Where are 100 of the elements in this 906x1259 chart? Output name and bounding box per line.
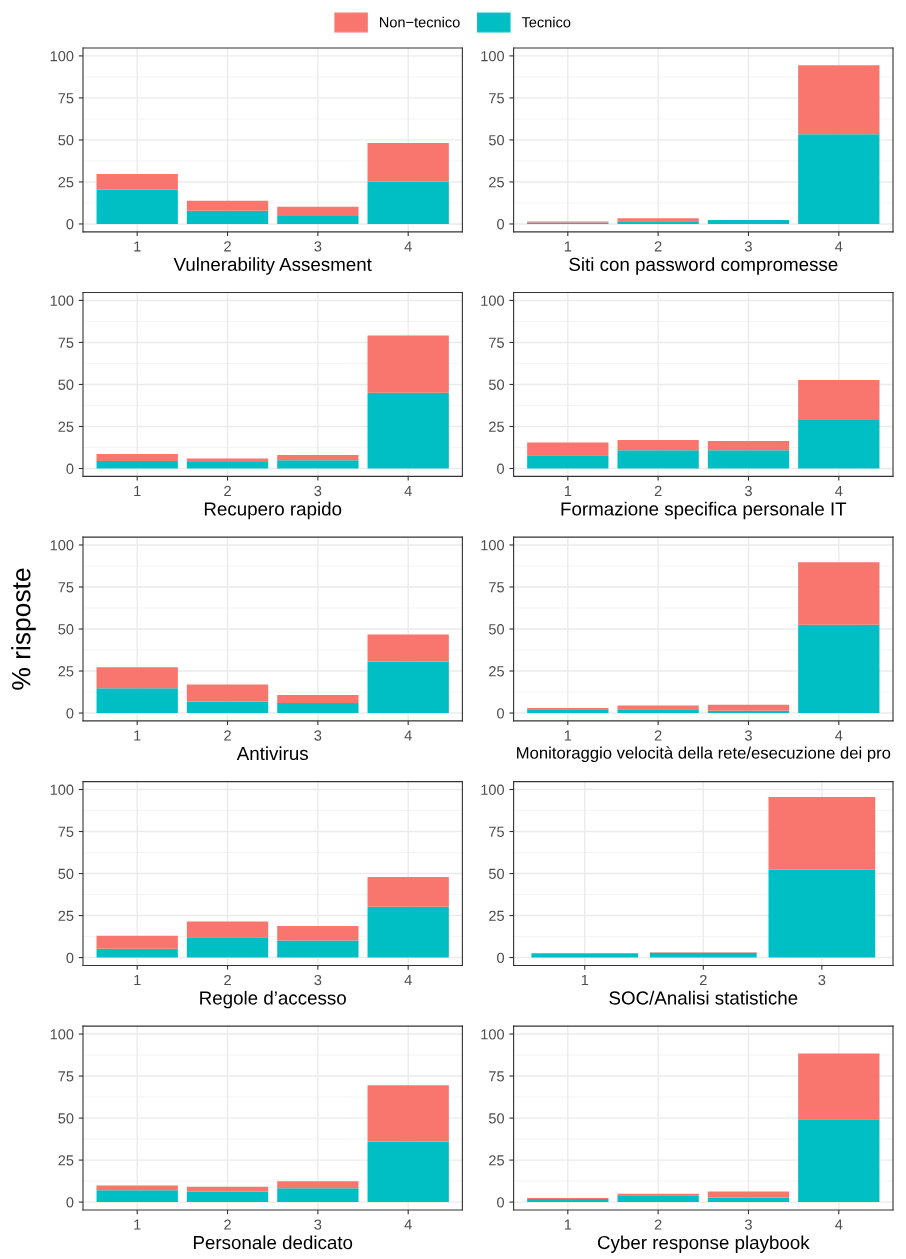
x-tick-label: 1 (564, 485, 572, 496)
x-tick-label: 4 (835, 485, 843, 496)
y-axis-title: % risposte (11, 568, 36, 690)
x-tick-label: 1 (564, 241, 572, 252)
x-axis-title: Antivirus (236, 746, 308, 761)
y-tick-label: 50 (488, 379, 505, 390)
x-tick-label: 2 (224, 730, 231, 741)
y-tick-label: 25 (58, 1155, 74, 1166)
x-tick-label: 4 (835, 1219, 843, 1230)
y-tick-label: 50 (58, 135, 74, 146)
x-tick-label: 2 (224, 241, 231, 252)
x-axis-title: Personale dedicato (193, 1235, 353, 1250)
x-axis-title: Siti con password compromesse (569, 257, 838, 275)
x-tick-label: 4 (404, 241, 412, 252)
y-tick-label: 100 (50, 51, 74, 62)
x-tick-label: 1 (581, 975, 589, 986)
x-axis-title: Vulnerability Assesment (173, 257, 372, 275)
y-tick-label: 50 (488, 868, 505, 879)
y-tick-label: 50 (58, 624, 74, 635)
x-tick-label: 2 (654, 241, 662, 252)
y-tick-label: 100 (50, 784, 74, 795)
x-tick-label: 3 (314, 974, 322, 986)
x-tick-label: 3 (314, 730, 322, 741)
y-tick-label: 50 (488, 1113, 505, 1124)
y-tick-label: 100 (50, 540, 74, 551)
y-tick-label: 75 (489, 93, 504, 104)
y-tick-label: 100 (481, 540, 505, 551)
y-tick-label: 100 (481, 51, 505, 62)
x-tick-label: 2 (699, 974, 707, 986)
x-tick-label: 2 (654, 1219, 662, 1230)
x-axis-title: Monitoraggio velocità della rete/esecuzione dei pro (517, 746, 891, 763)
y-tick-label: 25 (489, 1155, 504, 1166)
legend-label: Non−tecnico (379, 16, 460, 28)
y-tick-label: 75 (58, 93, 74, 104)
y-tick-label: 75 (58, 826, 74, 837)
x-tick-label: 1 (134, 730, 141, 741)
x-axis-title: Regole d’accesso (200, 990, 346, 1009)
x-tick-label: 1 (134, 485, 141, 496)
x-tick-label: 4 (404, 1219, 412, 1230)
x-tick-label: 1 (564, 730, 572, 741)
y-tick-label: 25 (58, 666, 74, 677)
y-tick-label: 100 (481, 295, 505, 306)
y-tick-label: 25 (489, 421, 504, 432)
x-tick-label: 3 (818, 974, 826, 986)
y-tick-label: 0 (66, 708, 74, 719)
y-tick-label: 25 (489, 666, 504, 677)
y-tick-label: 0 (497, 1197, 505, 1208)
y-tick-label: 100 (481, 1029, 505, 1040)
y-tick-label: 75 (489, 337, 504, 348)
y-tick-label: 75 (58, 582, 74, 593)
y-tick-label: 50 (58, 379, 74, 390)
x-tick-label: 1 (134, 241, 141, 252)
x-tick-label: 2 (654, 485, 662, 496)
y-tick-label: 100 (481, 784, 505, 795)
x-tick-label: 3 (744, 1219, 752, 1230)
y-tick-label: 50 (488, 624, 505, 635)
y-tick-label: 25 (489, 910, 504, 921)
y-tick-label: 0 (497, 952, 505, 963)
x-tick-label: 2 (654, 730, 662, 741)
x-axis-title: SOC/Analisi statistiche (609, 990, 798, 1005)
y-tick-label: 100 (50, 1029, 74, 1040)
x-tick-label: 4 (404, 975, 412, 986)
y-tick-label: 50 (58, 868, 74, 879)
y-tick-label: 50 (58, 1113, 74, 1124)
x-axis-title: Recupero rapido (204, 501, 342, 520)
x-tick-label: 2 (224, 485, 231, 496)
x-tick-label: 3 (314, 485, 322, 497)
y-tick-label: 100 (50, 295, 74, 306)
y-tick-label: 25 (58, 177, 74, 188)
y-tick-label: 25 (489, 177, 504, 188)
y-tick-label: 75 (58, 1071, 74, 1082)
x-tick-label: 3 (314, 241, 322, 252)
x-tick-label: 4 (404, 730, 412, 741)
y-tick-label: 75 (489, 1071, 504, 1082)
y-tick-label: 25 (58, 910, 74, 921)
y-tick-label: 0 (66, 952, 74, 963)
x-tick-label: 3 (314, 1219, 322, 1230)
y-tick-label: 75 (58, 337, 74, 348)
y-tick-label: 0 (66, 463, 74, 474)
x-tick-label: 4 (835, 241, 843, 252)
x-tick-label: 2 (224, 1219, 231, 1230)
x-tick-label: 4 (835, 730, 843, 741)
y-tick-label: 25 (58, 421, 74, 432)
x-tick-label: 3 (744, 730, 752, 741)
x-tick-label: 1 (564, 1219, 572, 1230)
y-tick-label: 50 (488, 135, 505, 146)
x-tick-label: 4 (404, 485, 412, 496)
x-tick-label: 3 (744, 241, 752, 252)
legend-label: Tecnico (521, 16, 571, 28)
y-tick-label: 0 (66, 1197, 74, 1208)
x-tick-label: 1 (134, 975, 141, 986)
y-tick-label: 0 (497, 708, 505, 719)
x-tick-label: 2 (224, 974, 231, 986)
y-tick-label: 75 (489, 582, 504, 593)
x-axis-title: Formazione specifica personale IT (561, 501, 847, 520)
y-tick-label: 75 (489, 826, 504, 837)
x-tick-label: 1 (134, 1219, 141, 1230)
x-axis-title: Cyber response playbook (597, 1235, 810, 1253)
y-tick-label: 0 (497, 463, 505, 474)
y-tick-label: 0 (497, 219, 505, 230)
